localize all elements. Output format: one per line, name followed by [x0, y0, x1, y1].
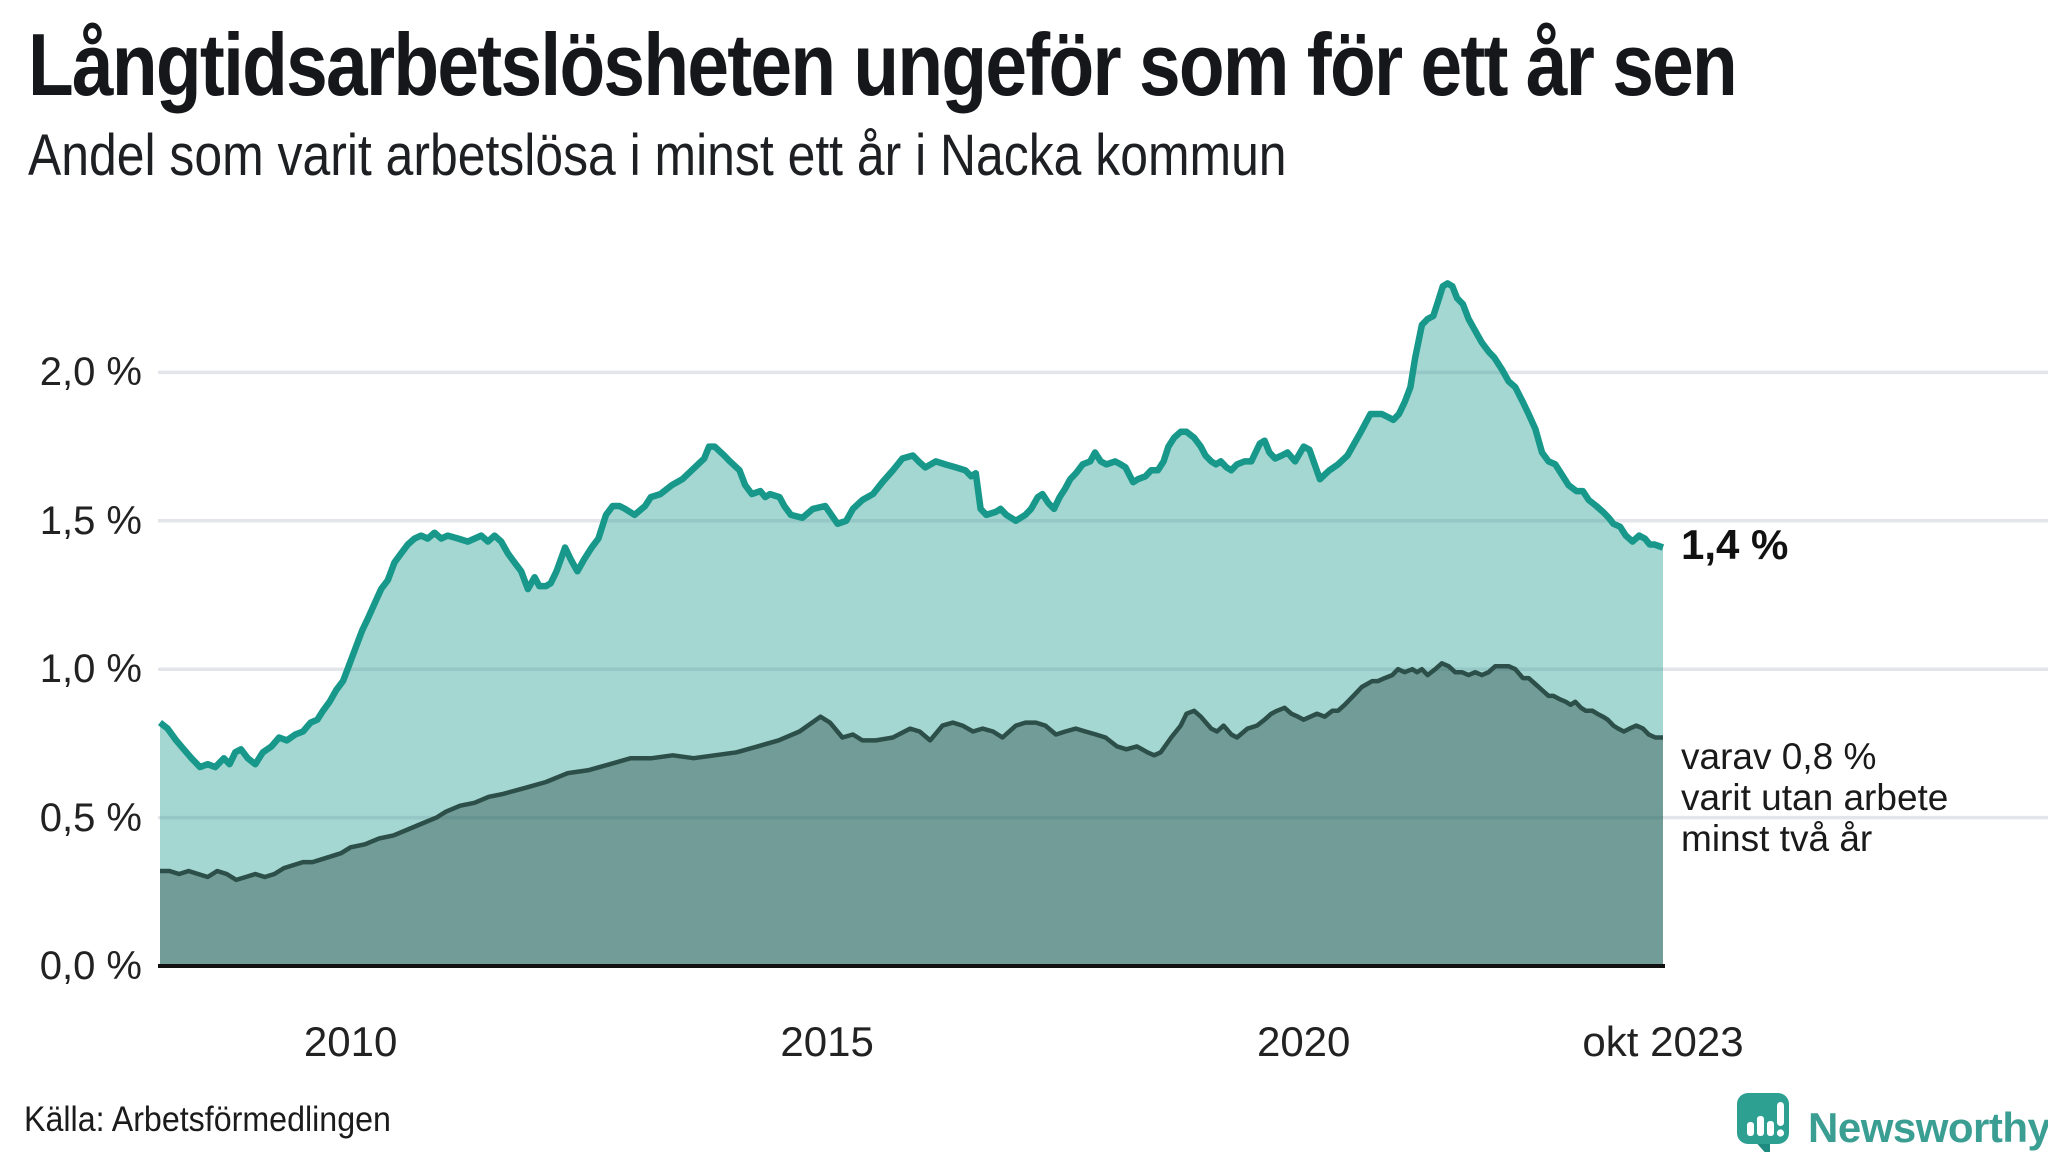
- newsworthy-wordmark: Newsworthy: [1808, 1104, 2048, 1151]
- chart-subtitle: Andel som varit arbetslösa i minst ett å…: [28, 123, 1287, 188]
- x-axis-tick-label: 2020: [1256, 1018, 1351, 1065]
- y-axis-tick-label: 0,0 %: [39, 944, 142, 988]
- annotation-line-3: minst två år: [1681, 818, 1873, 859]
- newsworthy-logo: Newsworthy: [1736, 1092, 2048, 1152]
- annotation-line-2: varit utan arbete: [1681, 777, 1949, 818]
- line-two-years: [160, 661, 1663, 883]
- y-axis-tick-label: 2,0 %: [39, 350, 142, 395]
- area-fill-two-years: [160, 663, 1663, 966]
- series-end-label-one-year: 1,4 %: [1681, 520, 1789, 568]
- chart-title: Långtidsarbetslösheten ungeför som för e…: [28, 15, 1738, 114]
- x-axis-tick-label: 2010: [303, 1018, 398, 1065]
- newsworthy-badge-icon: [1737, 1093, 1789, 1152]
- x-axis-tick-label: 2015: [780, 1018, 874, 1065]
- annotation-line-1: varav 0,8 %: [1681, 736, 1877, 777]
- y-axis-tick-label: 1,0 %: [39, 647, 142, 692]
- line-one-year: [157, 280, 1665, 771]
- series-annotation-two-years: varav 0,8 % varit utan arbete minst två …: [1681, 736, 1948, 859]
- source-note: Källa: Arbetsförmedlingen: [24, 1100, 391, 1139]
- x-axis-tick-label: okt 2023: [1582, 1018, 1744, 1065]
- y-axis-tick-label: 0,5 %: [39, 795, 142, 840]
- y-axis-tick-label: 1,5 %: [39, 498, 142, 543]
